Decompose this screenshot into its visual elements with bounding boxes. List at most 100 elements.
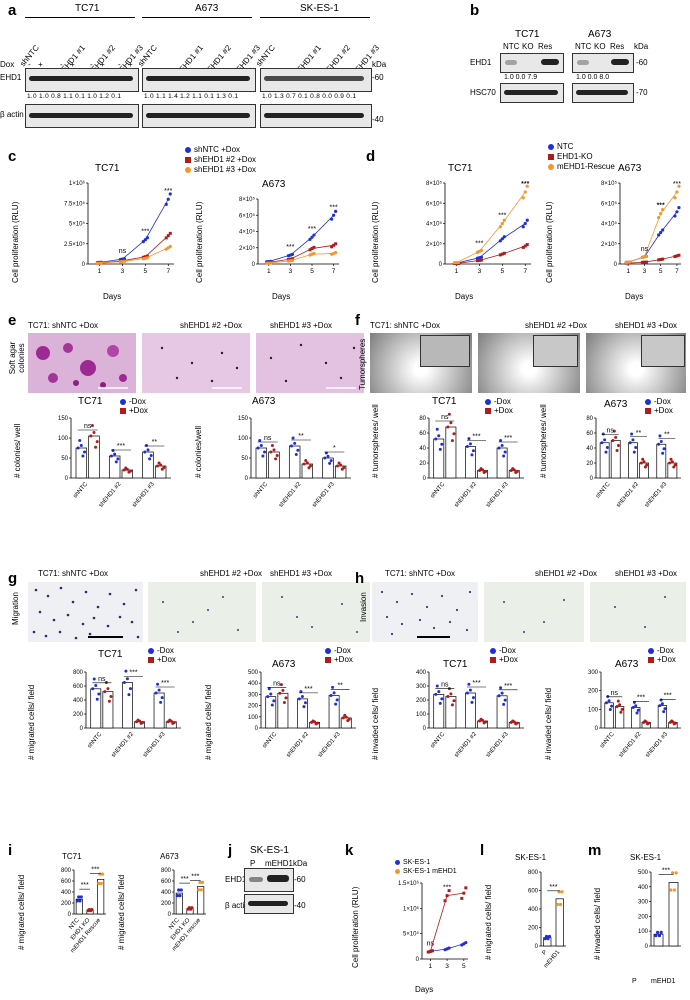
data-point — [428, 949, 432, 953]
legend-k: SK-ES-1 SK-ES-1 mEHD1 — [395, 858, 457, 876]
x-category-label: shNTC — [87, 731, 104, 750]
data-point — [330, 245, 334, 249]
data-point — [116, 457, 120, 461]
legend-c-item-0: shNTC +Dox — [185, 145, 256, 155]
data-point — [144, 444, 148, 447]
data-point — [511, 719, 515, 723]
legend-g-item-0: -Dox — [148, 646, 176, 655]
data-point — [523, 221, 527, 226]
chart-m-title: SK-ES-1 — [630, 853, 662, 862]
data-point — [500, 444, 504, 447]
data-point — [290, 257, 294, 261]
chart-m-ylabel: # invaded cells/ field — [593, 887, 602, 960]
data-point — [600, 441, 604, 445]
data-point — [654, 933, 658, 938]
chart-c-tc71: 0 2.5×10⁵ 5×10⁵ 7.5×10⁵ 1×10⁶ 1 3 5 7 ns *** *** — [64, 180, 174, 275]
chart-l-title: SK-ES-1 — [515, 853, 547, 862]
actin-label-a: β actin — [0, 110, 24, 119]
y-tick-label: 100 — [248, 715, 259, 721]
y-tick-label: 80 — [586, 416, 593, 422]
legend-c-item-2: shEHD1 #3 +Dox — [185, 165, 256, 175]
data-point — [160, 696, 164, 700]
data-point — [632, 450, 636, 454]
significance-label: ** — [664, 431, 670, 438]
data-point — [323, 456, 327, 460]
legend-dot-icon — [395, 868, 400, 874]
significance-label: *** — [504, 683, 512, 690]
bar — [599, 442, 610, 479]
chart-d-xlabel-1: Days — [455, 292, 474, 301]
data-point — [482, 471, 486, 474]
data-point — [434, 437, 438, 441]
quant-a673: 1.0 1.1 1.4 1.2 1.1 0.1 1.3 0.1 — [144, 93, 239, 100]
bar — [631, 707, 641, 729]
x-tick-label: 5 — [310, 268, 314, 275]
y-tick-label: 40 — [586, 446, 593, 452]
data-point — [259, 444, 263, 447]
micro-e-image-3 — [256, 333, 364, 393]
data-point — [634, 704, 638, 708]
y-tick-label: 0 — [614, 262, 618, 268]
data-point — [502, 218, 506, 222]
bar — [265, 696, 277, 729]
data-point — [479, 248, 483, 252]
y-tick-label: 0 — [168, 912, 172, 918]
micro-h-title-3: shEHD1 #3 +Dox — [615, 569, 678, 578]
data-point — [157, 461, 161, 465]
data-point — [164, 236, 168, 240]
bar — [97, 879, 105, 915]
data-point — [499, 439, 503, 442]
legend-d-item-1: EHD1-KO — [548, 152, 615, 162]
y-tick-label: 200 — [528, 926, 539, 932]
data-point — [670, 719, 674, 723]
data-point — [89, 434, 93, 438]
bar — [656, 443, 667, 479]
data-point — [640, 260, 644, 264]
group-tc71: TC71 — [75, 3, 100, 14]
data-point — [521, 225, 525, 229]
chart-e-tc71: 0 50 100 150 ns shNTC *** shEHD1 #2 ** shEHD1 #3 — [58, 416, 171, 509]
data-point — [107, 699, 111, 703]
data-point — [90, 424, 94, 427]
data-point — [125, 677, 129, 681]
bar — [197, 886, 205, 915]
data-point — [468, 442, 472, 446]
data-point — [656, 930, 660, 934]
x-tick-label: 7 — [332, 268, 336, 275]
chart-h-a673: 0 100 200 300 ns shNTC *** shEHD1 #2 *** shEHD1 #… — [588, 670, 681, 759]
legend-h-item-0: -Dox — [490, 646, 518, 655]
micro-e-image-1 — [28, 333, 136, 393]
legend-e: -Dox +Dox — [120, 397, 148, 415]
bar — [555, 898, 564, 947]
data-point — [143, 450, 147, 454]
legend-g2-item-1: +Dox — [325, 655, 353, 664]
y-tick-label: 6×10⁵ — [601, 200, 618, 207]
data-point — [464, 886, 468, 890]
data-point — [435, 427, 439, 431]
data-point — [630, 432, 634, 436]
data-point — [467, 682, 471, 686]
bar — [288, 445, 301, 479]
panel-c-label: c — [8, 148, 17, 165]
y-tick-label: 800 — [61, 868, 72, 874]
legend-h-item-1: +Dox — [490, 655, 518, 664]
group-skes1: SK-ES-1 — [300, 3, 339, 14]
dox-signs-2b: + — [70, 60, 75, 69]
data-point — [275, 453, 279, 457]
legend-d: NTC EHD1-KO mEHD1-Rescue — [548, 142, 615, 172]
data-point — [672, 722, 676, 726]
data-point — [124, 669, 128, 673]
blot-actin-skes1 — [260, 104, 372, 128]
data-point — [635, 711, 639, 715]
y-tick-label: 8×10⁵ — [601, 180, 618, 187]
chart-e-a673: 0 50 100 150 ns shNTC ** shEHD1 #2 * shEHD1 #3 — [238, 416, 351, 509]
data-point — [503, 450, 507, 454]
dox-signs-2: - — [60, 60, 63, 69]
micro-e-title-3: shEHD1 #3 +Dox — [270, 321, 333, 330]
chart-h-title-tc71: TC71 — [443, 659, 468, 670]
data-point — [157, 688, 161, 692]
data-point — [511, 467, 515, 471]
y-tick-label: 60 — [586, 431, 593, 437]
data-point — [497, 446, 501, 450]
data-point — [328, 461, 332, 465]
